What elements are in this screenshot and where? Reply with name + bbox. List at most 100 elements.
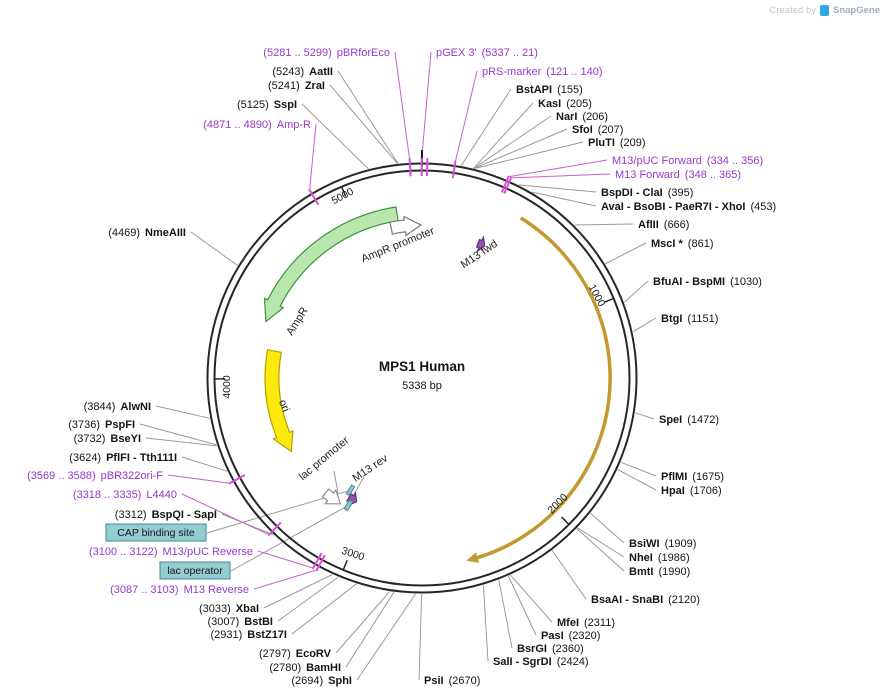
- ampr-label[interactable]: AmpR: [284, 305, 310, 337]
- feature-lac-promoter[interactable]: [321, 488, 342, 505]
- site-pflmi[interactable]: PflMI (1675): [661, 471, 724, 483]
- primer-pos: (5337 .. 21): [482, 47, 538, 59]
- site-name: BstZ17I: [247, 629, 287, 641]
- site-bsiwi[interactable]: BsiWI (1909): [629, 538, 696, 550]
- site-pos: (3007): [207, 616, 239, 628]
- feature-lac-operator[interactable]: [343, 499, 354, 512]
- primer-prs-marker[interactable]: pRS-marker (121 .. 140): [482, 66, 603, 78]
- leader-line: [167, 474, 230, 484]
- leader-line: [590, 512, 625, 544]
- site-bseyi[interactable]: (3732) BseYI: [74, 433, 141, 445]
- primer-tick: [408, 158, 412, 177]
- leader-line: [510, 574, 553, 623]
- primer-m13-reverse[interactable]: (3087 .. 3103) M13 Reverse: [110, 584, 249, 596]
- site-name: BsiWI: [629, 538, 660, 550]
- site-xbai[interactable]: (3033) XbaI: [199, 603, 259, 615]
- site-name: BstBI: [244, 616, 273, 628]
- lac-operator-boxed-label[interactable]: lac operator: [159, 561, 231, 580]
- primer-name: pGEX 3': [436, 47, 477, 59]
- site-aflii[interactable]: AflII (666): [638, 219, 689, 231]
- primer-pbr322ori-f[interactable]: (3569 .. 3588) pBR322ori-F: [27, 470, 163, 482]
- site-name: KasI: [538, 98, 561, 110]
- leader-line: [482, 585, 489, 662]
- leader-line: [301, 103, 369, 170]
- site-msci[interactable]: MscI * (861): [651, 238, 713, 250]
- feature-ori[interactable]: [264, 349, 294, 453]
- leader-lines: [139, 51, 657, 681]
- primer-l4440[interactable]: (3318 .. 3335) L4440: [73, 489, 177, 501]
- site-name: AvaI - BsoBI - PaeR7I - XhoI: [601, 201, 745, 213]
- site-bspqi-sapi[interactable]: (3312) BspQI - SapI: [115, 509, 217, 521]
- site-bmti[interactable]: BmtI (1990): [629, 566, 690, 578]
- lac-operator-box: [159, 561, 231, 580]
- primer-name: M13 Reverse: [184, 584, 249, 596]
- site-nari[interactable]: NarI (206): [556, 111, 608, 123]
- site-name: PsiI: [424, 675, 444, 687]
- feature-ampr[interactable]: [263, 206, 399, 323]
- primer-pgex-3[interactable]: pGEX 3' (5337 .. 21): [436, 47, 538, 59]
- primer-amp-r[interactable]: (4871 .. 4890) Amp-R: [203, 119, 311, 131]
- site-spei[interactable]: SpeI (1472): [659, 414, 719, 426]
- ori-label[interactable]: ori: [276, 398, 292, 414]
- leader-line: [309, 123, 317, 191]
- site-bfuai-bspmi[interactable]: BfuAI - BspMI (1030): [653, 276, 762, 288]
- site-pos: (206): [582, 111, 608, 123]
- site-zrai[interactable]: (5241) ZraI: [268, 80, 325, 92]
- site-bamhi[interactable]: (2780) BamHI: [269, 662, 341, 674]
- site-pflfi-tth111i[interactable]: (3624) PflFI - Tth111I: [69, 452, 177, 464]
- site-pos: (1151): [687, 313, 718, 325]
- feature-mps1-cds[interactable]: [476, 216, 612, 560]
- site-pasi[interactable]: PasI (2320): [541, 630, 600, 642]
- feature-m13-fwd[interactable]: [475, 235, 486, 253]
- site-sali-sgrdi[interactable]: SalI - SgrDI (2424): [493, 656, 588, 668]
- site-bstz17i[interactable]: (2931) BstZ17I: [210, 629, 287, 641]
- site-nhei[interactable]: NheI (1986): [629, 552, 690, 564]
- feature-mps1-cds-arrowhead: [466, 552, 479, 563]
- primer-m13-forward[interactable]: M13 Forward (348 .. 365): [615, 169, 741, 181]
- site-pos: (2694): [291, 675, 323, 687]
- primer-tick: [311, 552, 323, 570]
- site-psii[interactable]: PsiI (2670): [424, 675, 480, 687]
- m13-rev-label[interactable]: M13 rev: [350, 452, 390, 484]
- site-sspi[interactable]: (5125) SspI: [237, 99, 297, 111]
- site-bstbi[interactable]: (3007) BstBI: [207, 616, 273, 628]
- site-ecorv[interactable]: (2797) EcoRV: [259, 648, 332, 660]
- site-name: AatII: [309, 66, 333, 78]
- site-name: SfoI: [572, 124, 593, 136]
- site-sphi[interactable]: (2694) SphI: [291, 675, 352, 687]
- primer-pos: (334 .. 356): [707, 155, 763, 167]
- watermark-brand: SnapGene: [833, 5, 880, 16]
- site-sfoi[interactable]: SfoI (207): [572, 124, 623, 136]
- site-pos: (453): [750, 201, 776, 213]
- leader-line: [576, 528, 625, 572]
- site-bstapi[interactable]: BstAPI (155): [516, 84, 583, 96]
- site-aatii[interactable]: (5243) AatII: [272, 66, 333, 78]
- primer-m13-puc-reverse[interactable]: (3100 .. 3122) M13/pUC Reverse: [89, 546, 253, 558]
- site-kasi[interactable]: KasI (205): [538, 98, 592, 110]
- site-btgi[interactable]: BtgI (1151): [661, 313, 718, 325]
- site-pspfi[interactable]: (3736) PspFI: [68, 419, 135, 431]
- primer-pos: (121 .. 140): [546, 66, 602, 78]
- leader-line: [511, 173, 611, 179]
- lac-promoter-label[interactable]: lac promoter: [297, 434, 352, 483]
- scale-label-4000: 4000: [221, 375, 233, 399]
- primer-pbrforeco[interactable]: (5281 .. 5299) pBRforEco: [263, 47, 390, 59]
- site-nmeaiii[interactable]: (4469) NmeAIII: [108, 227, 186, 239]
- leader-line: [394, 51, 411, 160]
- snapgene-logo-icon: [820, 5, 829, 16]
- leader-line: [263, 574, 333, 609]
- primer-m13-puc-forward[interactable]: M13/pUC Forward (334 .. 356): [612, 155, 763, 167]
- site-alwni[interactable]: (3844) AlwNI: [84, 401, 151, 413]
- feature-ampr-promoter[interactable]: [389, 215, 423, 237]
- site-bsrgi[interactable]: BsrGI (2360): [517, 643, 584, 655]
- scale-tick: [342, 559, 348, 570]
- site-pluti[interactable]: PluTI (209): [588, 137, 646, 149]
- feature-cap-binding-site[interactable]: [345, 484, 356, 496]
- site-bsaai-snabi[interactable]: BsaAI - SnaBI (2120): [591, 594, 700, 606]
- site-bspdi-clai[interactable]: BspDI - ClaI (395): [601, 187, 693, 199]
- site-avai-bsobi-paer7i-xhoi[interactable]: AvaI - BsoBI - PaeR7I - XhoI (453): [601, 201, 776, 213]
- cap-binding-site-boxed-label[interactable]: CAP binding site: [105, 523, 207, 542]
- site-hpai[interactable]: HpaI (1706): [661, 485, 722, 497]
- site-name: PflFI - Tth111I: [106, 452, 177, 464]
- site-mfei[interactable]: MfeI (2311): [557, 617, 615, 629]
